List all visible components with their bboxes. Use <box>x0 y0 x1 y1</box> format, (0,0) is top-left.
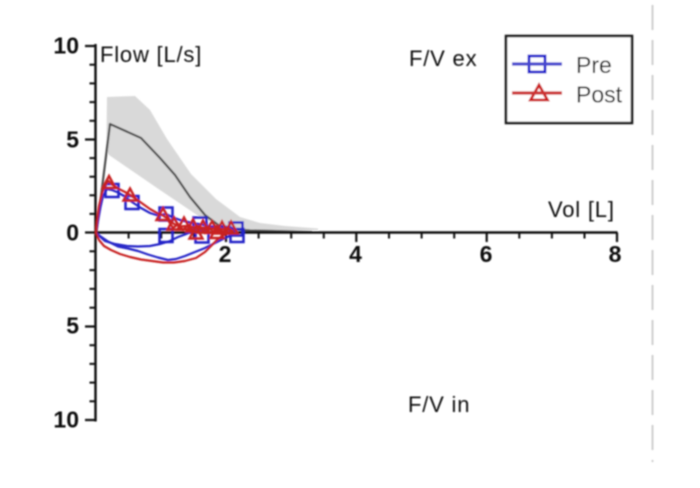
svg-text:2: 2 <box>219 241 232 267</box>
svg-text:Post: Post <box>576 82 623 108</box>
svg-text:F/V ex: F/V ex <box>409 46 477 71</box>
svg-text:F/V in: F/V in <box>408 392 470 417</box>
svg-text:Vol [L]: Vol [L] <box>548 197 615 222</box>
svg-text:5: 5 <box>66 313 79 339</box>
svg-text:4: 4 <box>349 241 362 267</box>
svg-text:10: 10 <box>53 407 79 433</box>
svg-text:8: 8 <box>609 241 622 267</box>
svg-text:0: 0 <box>66 220 79 246</box>
svg-text:6: 6 <box>480 241 493 267</box>
svg-text:Flow [L/s]: Flow [L/s] <box>100 42 202 67</box>
svg-text:5: 5 <box>66 127 79 153</box>
svg-text:Pre: Pre <box>576 52 612 78</box>
svg-text:10: 10 <box>53 33 79 59</box>
